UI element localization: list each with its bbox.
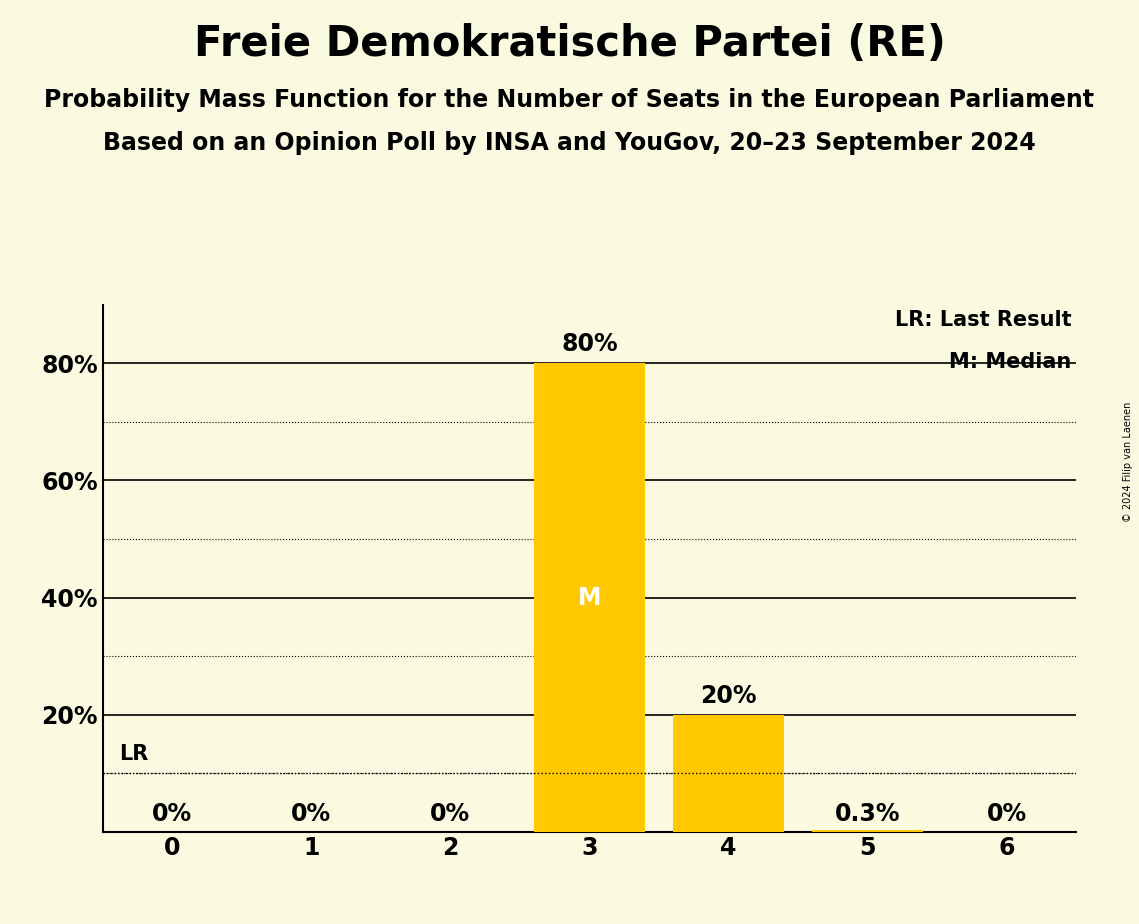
Text: Probability Mass Function for the Number of Seats in the European Parliament: Probability Mass Function for the Number…: [44, 88, 1095, 112]
Text: Freie Demokratische Partei (RE): Freie Demokratische Partei (RE): [194, 23, 945, 65]
Text: 20%: 20%: [700, 684, 756, 708]
Text: © 2024 Filip van Laenen: © 2024 Filip van Laenen: [1123, 402, 1133, 522]
Bar: [812, 830, 924, 832]
Text: LR: Last Result: LR: Last Result: [895, 310, 1072, 330]
Text: M: Median: M: Median: [949, 352, 1072, 372]
Text: M: M: [577, 586, 601, 610]
Bar: [534, 363, 645, 832]
Bar: [673, 714, 785, 832]
Text: 0%: 0%: [986, 802, 1027, 826]
Text: 0%: 0%: [431, 802, 470, 826]
Text: 0.3%: 0.3%: [835, 802, 901, 826]
Text: 0%: 0%: [292, 802, 331, 826]
Text: Based on an Opinion Poll by INSA and YouGov, 20–23 September 2024: Based on an Opinion Poll by INSA and You…: [104, 131, 1035, 155]
Text: 0%: 0%: [151, 802, 192, 826]
Text: 80%: 80%: [562, 333, 617, 357]
Text: LR: LR: [120, 745, 148, 764]
